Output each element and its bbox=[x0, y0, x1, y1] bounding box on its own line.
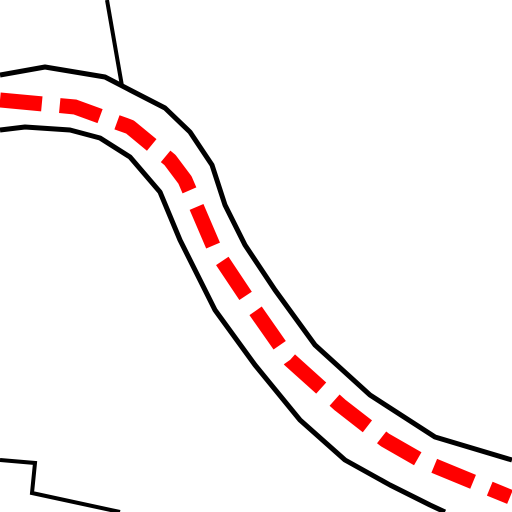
road-edge bbox=[0, 64, 512, 463]
route-line bbox=[0, 92, 512, 504]
boundary-line bbox=[105, 0, 124, 87]
boundary-line bbox=[0, 458, 121, 512]
road-edge bbox=[0, 124, 447, 512]
